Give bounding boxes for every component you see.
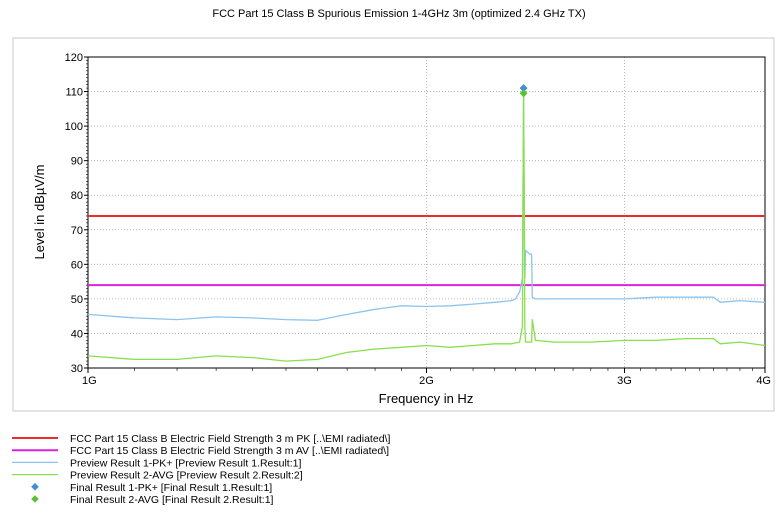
legend-label: FCC Part 15 Class B Electric Field Stren… — [70, 445, 389, 457]
legend-entry: FCC Part 15 Class B Electric Field Stren… — [12, 433, 390, 445]
legend: FCC Part 15 Class B Electric Field Stren… — [12, 433, 390, 506]
series-line — [87, 94, 766, 362]
y-tick-label: 30 — [71, 363, 83, 375]
legend-label: Final Result 2-AVG [Final Result 2.Resul… — [70, 494, 274, 506]
y-tick-label: 40 — [71, 328, 83, 340]
x-tick-label: 2G — [419, 375, 434, 387]
legend-entry: Preview Result 2-AVG [Preview Result 2.R… — [12, 470, 303, 482]
legend-entry: FCC Part 15 Class B Electric Field Stren… — [12, 445, 389, 457]
final-result-marker — [519, 89, 528, 98]
final-result-marker — [519, 84, 528, 93]
limit-lines — [88, 214, 765, 287]
y-tick-label: 100 — [65, 121, 83, 133]
legend-swatch — [31, 483, 39, 491]
x-tick-label: 4G — [756, 375, 771, 387]
y-axis-title: Level in dBµV/m — [32, 165, 47, 260]
data-series — [87, 90, 766, 362]
x-axis-title: Frequency in Hz — [379, 391, 474, 406]
legend-label: Preview Result 1-PK+ [Preview Result 1.R… — [70, 457, 301, 469]
y-axis-ticks: 30 40 50 60 70 80 90 100 110 120 — [65, 52, 88, 375]
x-tick-label: 1G — [82, 375, 97, 387]
chart-title: FCC Part 15 Class B Spurious Emission 1-… — [212, 8, 585, 20]
y-tick-label: 80 — [71, 190, 83, 202]
final-result-markers — [519, 84, 528, 98]
x-tick-label: 3G — [617, 375, 632, 387]
y-tick-label: 110 — [65, 87, 83, 99]
legend-swatch — [31, 495, 39, 503]
chart-frame — [12, 37, 775, 412]
y-tick-label: 70 — [71, 225, 83, 237]
y-tick-label: 120 — [65, 52, 83, 64]
y-tick-label: 60 — [71, 259, 83, 271]
x-axis-ticks: 1G 2G 3G 4G — [82, 368, 771, 387]
legend-label: Final Result 1-PK+ [Final Result 1.Resul… — [70, 482, 272, 494]
legend-entry: Preview Result 1-PK+ [Preview Result 1.R… — [12, 457, 301, 469]
y-tick-label: 90 — [71, 156, 83, 168]
legend-label: FCC Part 15 Class B Electric Field Stren… — [70, 433, 390, 445]
y-tick-label: 50 — [71, 294, 83, 306]
legend-entry: Final Result 2-AVG [Final Result 2.Resul… — [31, 494, 274, 506]
legend-label: Preview Result 2-AVG [Preview Result 2.R… — [70, 470, 303, 482]
legend-entry: Final Result 1-PK+ [Final Result 1.Resul… — [31, 482, 272, 494]
